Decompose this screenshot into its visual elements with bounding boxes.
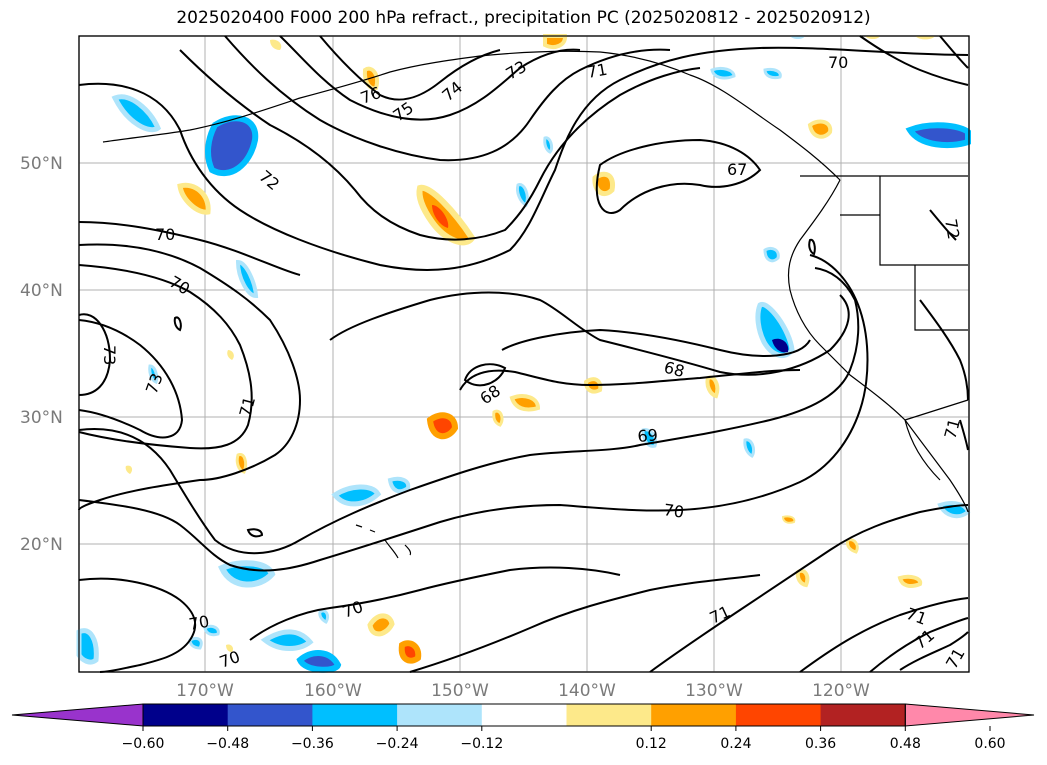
- contour-label: 70: [155, 225, 175, 244]
- colorbar-bin: [566, 704, 652, 726]
- lon-label: 170°W: [176, 681, 234, 701]
- colorbar-tick-label: 0.24: [720, 736, 751, 752]
- colorbar-tick-label: 0.12: [636, 736, 667, 752]
- colorbar-tick-label: 0.60: [974, 736, 1005, 752]
- colorbar-bin: [820, 704, 906, 726]
- colorbar-tick-label: 0.48: [890, 736, 921, 752]
- colorbar: −0.60 −0.48 −0.36 −0.24 −0.12 0.12 0.24 0.36 0.4…: [11, 703, 1035, 752]
- colorbar-tick-label: −0.24: [376, 736, 419, 752]
- colorbar-tick-label: −0.48: [206, 736, 249, 752]
- colorbar-bin: [397, 704, 483, 726]
- contour-label: 69: [637, 425, 659, 446]
- colorbar-tick-label: −0.12: [460, 736, 503, 752]
- colorbar-extend-low: [11, 703, 144, 727]
- lat-label: 40°N: [20, 281, 63, 301]
- lon-label: 120°W: [812, 681, 870, 701]
- contour-label: 68: [662, 358, 687, 382]
- colorbar-bin: [735, 704, 822, 726]
- contour-label: 71: [941, 416, 965, 441]
- contours: [78, 35, 969, 673]
- colorbar-bin: [651, 704, 737, 726]
- colorbar-tick-label: −0.36: [291, 736, 334, 752]
- contour-label: 70: [187, 612, 210, 634]
- lat-label: 20°N: [20, 535, 63, 555]
- colorbar-extend-high: [904, 703, 1035, 727]
- colorbar-bin: [481, 704, 567, 726]
- lat-label: 30°N: [20, 408, 63, 428]
- precip-shading: [76, 34, 971, 673]
- contour-label: 70: [828, 53, 848, 72]
- lon-label: 130°W: [685, 681, 743, 701]
- contour-label: 73: [100, 345, 119, 365]
- contour-label: 67: [727, 160, 747, 179]
- colorbar-tick-label: −0.60: [122, 736, 165, 752]
- latitude-labels: 50°N 40°N 30°N 20°N: [20, 154, 63, 555]
- colorbar-bin: [227, 704, 313, 726]
- colorbar-tick-label: 0.36: [805, 736, 836, 752]
- lat-label: 50°N: [20, 154, 63, 174]
- contour-label: 71: [585, 60, 608, 82]
- contour-label: 71: [236, 394, 260, 419]
- longitude-labels: 170°W 160°W 150°W 140°W 130°W 120°W: [176, 681, 870, 701]
- map-title: 2025020400 F000 200 hPa refract., precip…: [176, 8, 871, 28]
- contour-label: 70: [662, 500, 685, 522]
- colorbar-bin: [143, 704, 229, 726]
- colorbar-bin: [312, 704, 398, 726]
- contour-label: 72: [941, 217, 963, 240]
- lon-label: 150°W: [431, 681, 489, 701]
- lon-label: 160°W: [304, 681, 362, 701]
- lon-label: 140°W: [558, 681, 616, 701]
